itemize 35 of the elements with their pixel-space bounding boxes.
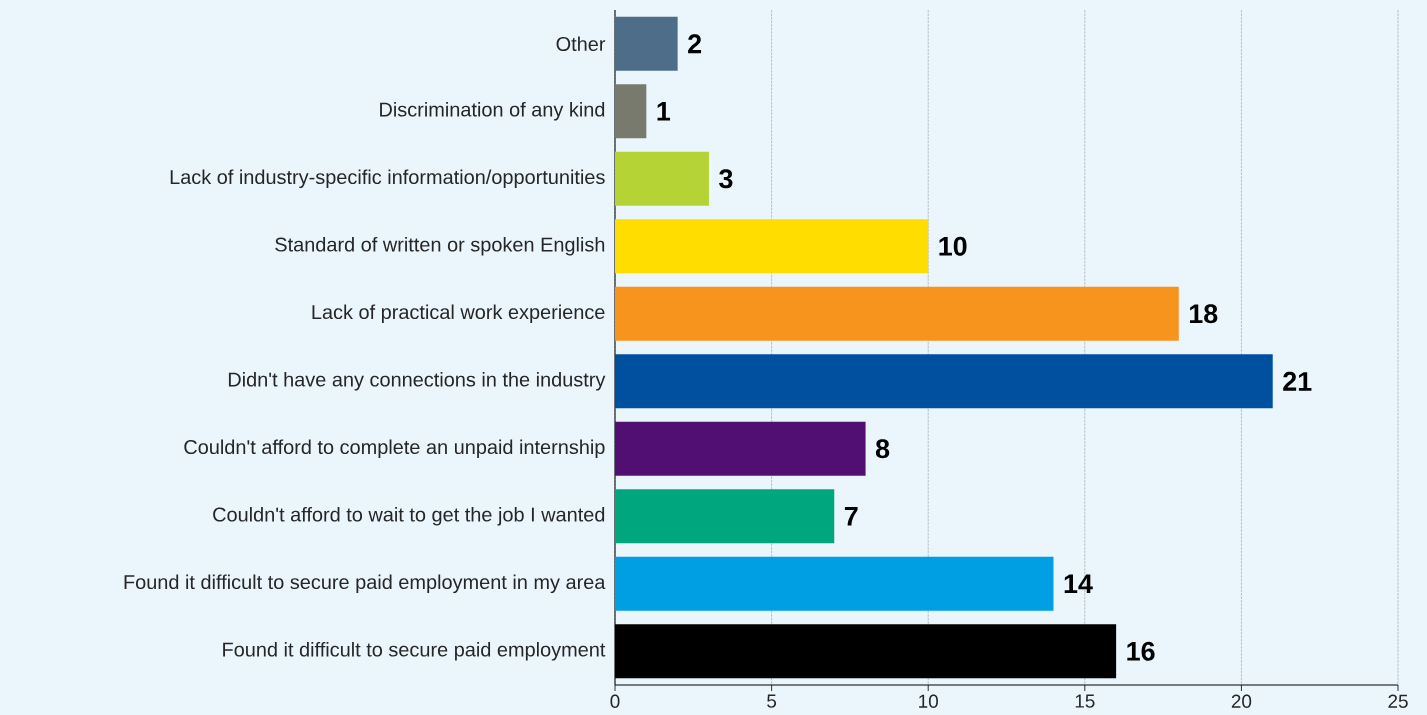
- bar: [615, 556, 1054, 611]
- bar: [615, 421, 866, 476]
- x-tick-label: 15: [1075, 694, 1095, 708]
- x-tick-label: 5: [767, 694, 777, 708]
- y-tick-label: Couldn't afford to complete an unpaid internship: [184, 439, 605, 459]
- x-tick-label: 25: [1388, 694, 1408, 708]
- bar: [615, 16, 678, 71]
- data-label: 16: [1127, 641, 1155, 661]
- data-label: 10: [939, 236, 967, 256]
- data-label: 21: [1283, 371, 1312, 391]
- bar: [615, 286, 1179, 341]
- x-tick-label: 10: [919, 694, 938, 708]
- y-tick-label: Discrimination of any kind: [380, 101, 605, 121]
- data-label: 14: [1064, 574, 1093, 594]
- data-label: 8: [875, 439, 890, 459]
- y-tick-label: Standard of written or spoken English: [275, 236, 605, 256]
- data-label: 2: [688, 34, 702, 54]
- data-label: 3: [719, 169, 733, 189]
- y-tick-label: Lack of industry-specific information/opportunities: [170, 169, 605, 189]
- y-tick-label: Couldn't afford to wait to get the job I wanted: [213, 506, 605, 526]
- data-label: 18: [1189, 304, 1218, 324]
- data-label: 1: [657, 101, 671, 121]
- y-tick-label: Found it difficult to secure paid employment in my area: [124, 574, 606, 594]
- bar: [615, 84, 647, 139]
- bar: [615, 219, 929, 274]
- y-tick-label: Found it difficult to secure paid employment: [223, 641, 606, 661]
- bar: [615, 151, 709, 206]
- bar: [615, 489, 835, 544]
- y-tick-label: Didn't have any connections in the industry: [228, 371, 606, 391]
- y-tick-label: Lack of practical work experience: [312, 304, 605, 324]
- data-label: 7: [844, 506, 858, 526]
- bar: [615, 354, 1273, 409]
- x-tick-label: 0: [610, 694, 620, 708]
- y-tick-label: Other: [556, 36, 606, 52]
- x-tick-label: 20: [1231, 694, 1252, 708]
